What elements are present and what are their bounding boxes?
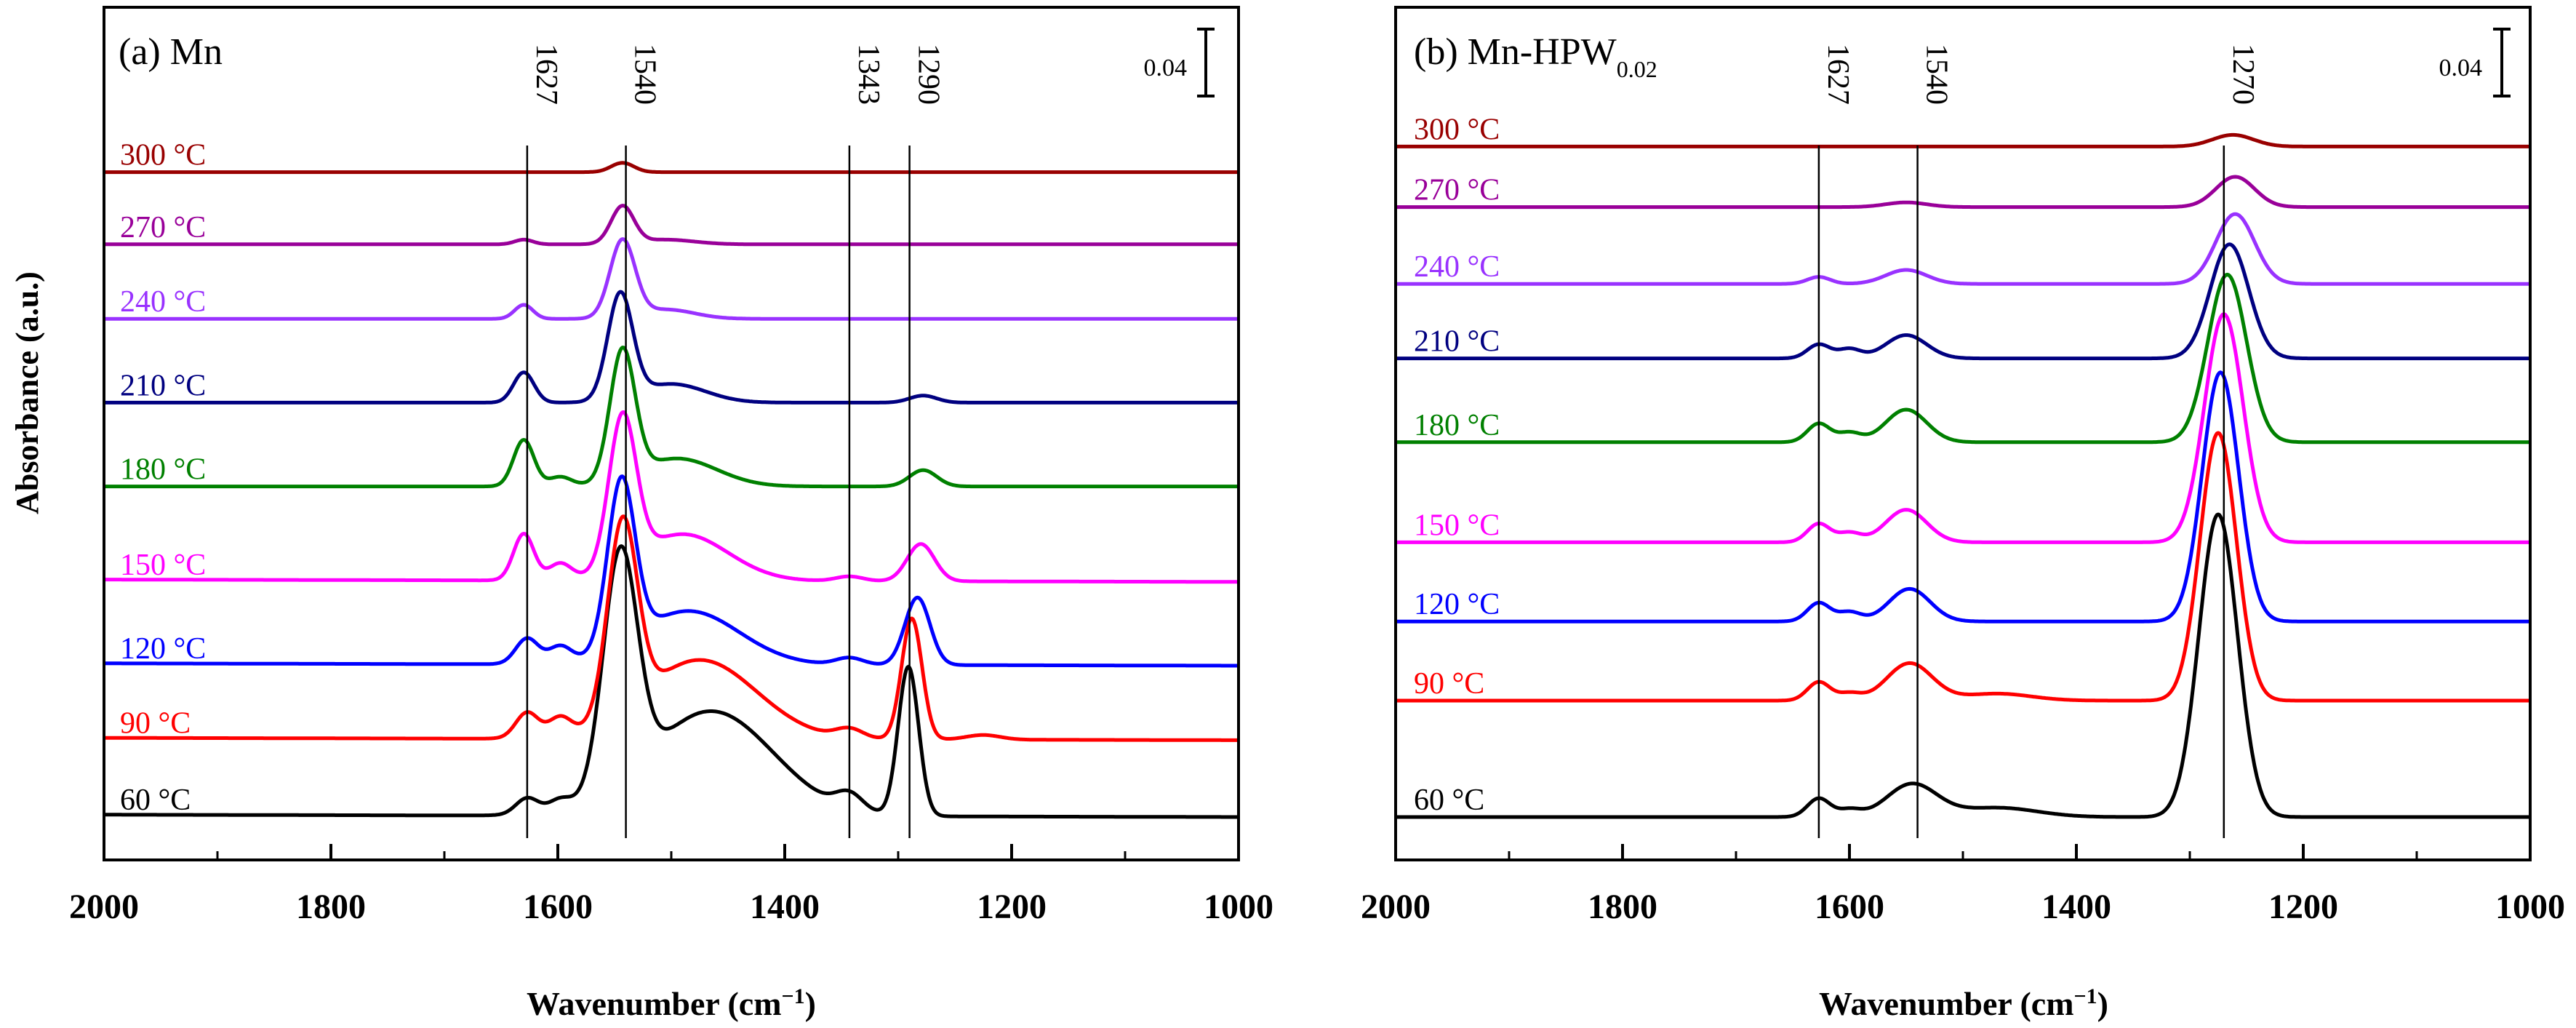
x-tick-label-a-5: 1000 (1204, 888, 1273, 926)
series-b-5 (1395, 242, 2531, 361)
marker-label-a-3: 1290 (912, 44, 945, 105)
series-b-8 (1395, 132, 2531, 148)
series-label-a-2: 120 °C (120, 632, 206, 666)
marker-label-a-2: 1343 (852, 44, 885, 105)
marker-label-b-0: 1627 (1821, 44, 1855, 105)
series-b-1 (1395, 431, 2531, 703)
x-ticks-b: 2000 1800 1600 1400 1200 1000 (1361, 844, 2565, 926)
scale-bar-label-b: 0.04 (2439, 55, 2483, 81)
marker-lines-b: 1627 1540 1270 (1817, 44, 2260, 838)
x-axis-label-a-close: ) (805, 985, 816, 1022)
series-label-b-3: 150 °C (1414, 509, 1500, 542)
scale-bar-label-a: 0.04 (1144, 55, 1188, 81)
series-group-b (1395, 132, 2531, 819)
marker-label-a-0: 1627 (529, 44, 563, 105)
panel-title-b-sub: 0.02 (1617, 56, 1657, 82)
series-b-4 (1395, 272, 2531, 445)
series-label-b-4: 180 °C (1414, 409, 1500, 442)
x-ticks-a: 2000 1800 1600 1400 1200 1000 (69, 844, 1273, 926)
series-a-1 (103, 514, 1239, 742)
x-tick-label-a-2: 1600 (523, 888, 593, 926)
series-b-2 (1395, 370, 2531, 623)
series-a-5 (103, 290, 1239, 405)
marker-label-b-2: 1270 (2226, 44, 2260, 105)
series-group-a (103, 161, 1239, 819)
x-axis-label-b-main: Wavenumber (cm (1819, 985, 2074, 1022)
series-a-0 (103, 544, 1239, 819)
plot-frame-a (103, 6, 1240, 861)
x-tick-label-a-1: 1800 (296, 888, 366, 926)
series-label-b-1: 90 °C (1414, 667, 1484, 701)
series-a-2 (103, 474, 1239, 668)
series-labels-b: 60 °C 90 °C 120 °C 150 °C 180 °C 210 °C 240 °C… (1414, 113, 1500, 817)
marker-label-a-1: 1540 (628, 44, 662, 105)
x-tick-label-a-3: 1400 (750, 888, 820, 926)
series-label-a-3: 150 °C (120, 549, 206, 582)
panel-title-b: (b) Mn-HPW0.02 (1414, 31, 1657, 82)
series-label-a-5: 210 °C (120, 369, 206, 402)
series-b-6 (1395, 212, 2531, 286)
x-tick-label-a-4: 1200 (977, 888, 1047, 926)
panel-title-b-main: (b) Mn-HPW (1414, 31, 1617, 73)
series-a-8 (103, 161, 1239, 175)
panel-title-a: (a) Mn (119, 31, 223, 73)
x-axis-label-a-sup: −1 (782, 984, 805, 1008)
marker-lines-a: 1627 1540 1343 1290 (526, 44, 945, 838)
x-axis-label-b: Wavenumber (cm−1) (1819, 984, 2108, 1023)
panel-a: 1627 1540 1343 1290 60 °C 90 °C 120 °C 150 °C 1… (69, 6, 1273, 926)
series-label-a-8: 300 °C (120, 139, 206, 172)
series-label-b-5: 210 °C (1414, 325, 1500, 359)
panel-b: 1627 1540 1270 60 °C 90 °C 120 °C 150 °C 180 °… (1361, 6, 2565, 926)
series-labels-a: 60 °C 90 °C 120 °C 150 °C 180 °C 210 °C 240 °C… (120, 139, 206, 817)
series-label-a-1: 90 °C (120, 706, 191, 740)
series-a-7 (103, 204, 1239, 247)
x-axis-label-a-main: Wavenumber (cm (527, 985, 782, 1022)
panel-title-a-main: (a) Mn (119, 31, 223, 73)
series-label-b-7: 270 °C (1414, 174, 1500, 207)
series-a-6 (103, 237, 1239, 321)
series-label-b-2: 120 °C (1414, 588, 1500, 621)
series-b-3 (1395, 312, 2531, 544)
marker-label-b-1: 1540 (1920, 44, 1953, 105)
x-axis-label-b-sup: −1 (2074, 984, 2097, 1008)
series-b-7 (1395, 175, 2531, 210)
x-tick-label-b-5: 1000 (2495, 888, 2565, 926)
x-tick-label-b-2: 1600 (1815, 888, 1884, 926)
series-label-a-4: 180 °C (120, 453, 206, 487)
series-label-a-7: 270 °C (120, 211, 206, 244)
scale-bar-a (1197, 28, 1215, 97)
series-a-4 (103, 346, 1239, 489)
x-tick-label-a-0: 2000 (69, 888, 139, 926)
y-axis-label: Absorbance (a.u.) (9, 271, 45, 514)
x-axis-label-a: Wavenumber (cm−1) (527, 984, 816, 1023)
series-b-0 (1395, 512, 2531, 819)
series-label-a-6: 240 °C (120, 285, 206, 319)
series-label-a-0: 60 °C (120, 784, 191, 817)
x-tick-label-b-3: 1400 (2041, 888, 2111, 926)
x-axis-label-b-close: ) (2097, 985, 2108, 1022)
x-tick-label-b-4: 1200 (2268, 888, 2338, 926)
series-label-b-0: 60 °C (1414, 784, 1484, 817)
series-label-b-6: 240 °C (1414, 250, 1500, 284)
series-a-3 (103, 410, 1239, 584)
plot-frame-b (1394, 6, 2532, 861)
series-label-b-8: 300 °C (1414, 113, 1500, 146)
x-tick-label-b-1: 1800 (1588, 888, 1657, 926)
x-tick-label-b-0: 2000 (1361, 888, 1431, 926)
scale-bar-b (2493, 28, 2511, 97)
